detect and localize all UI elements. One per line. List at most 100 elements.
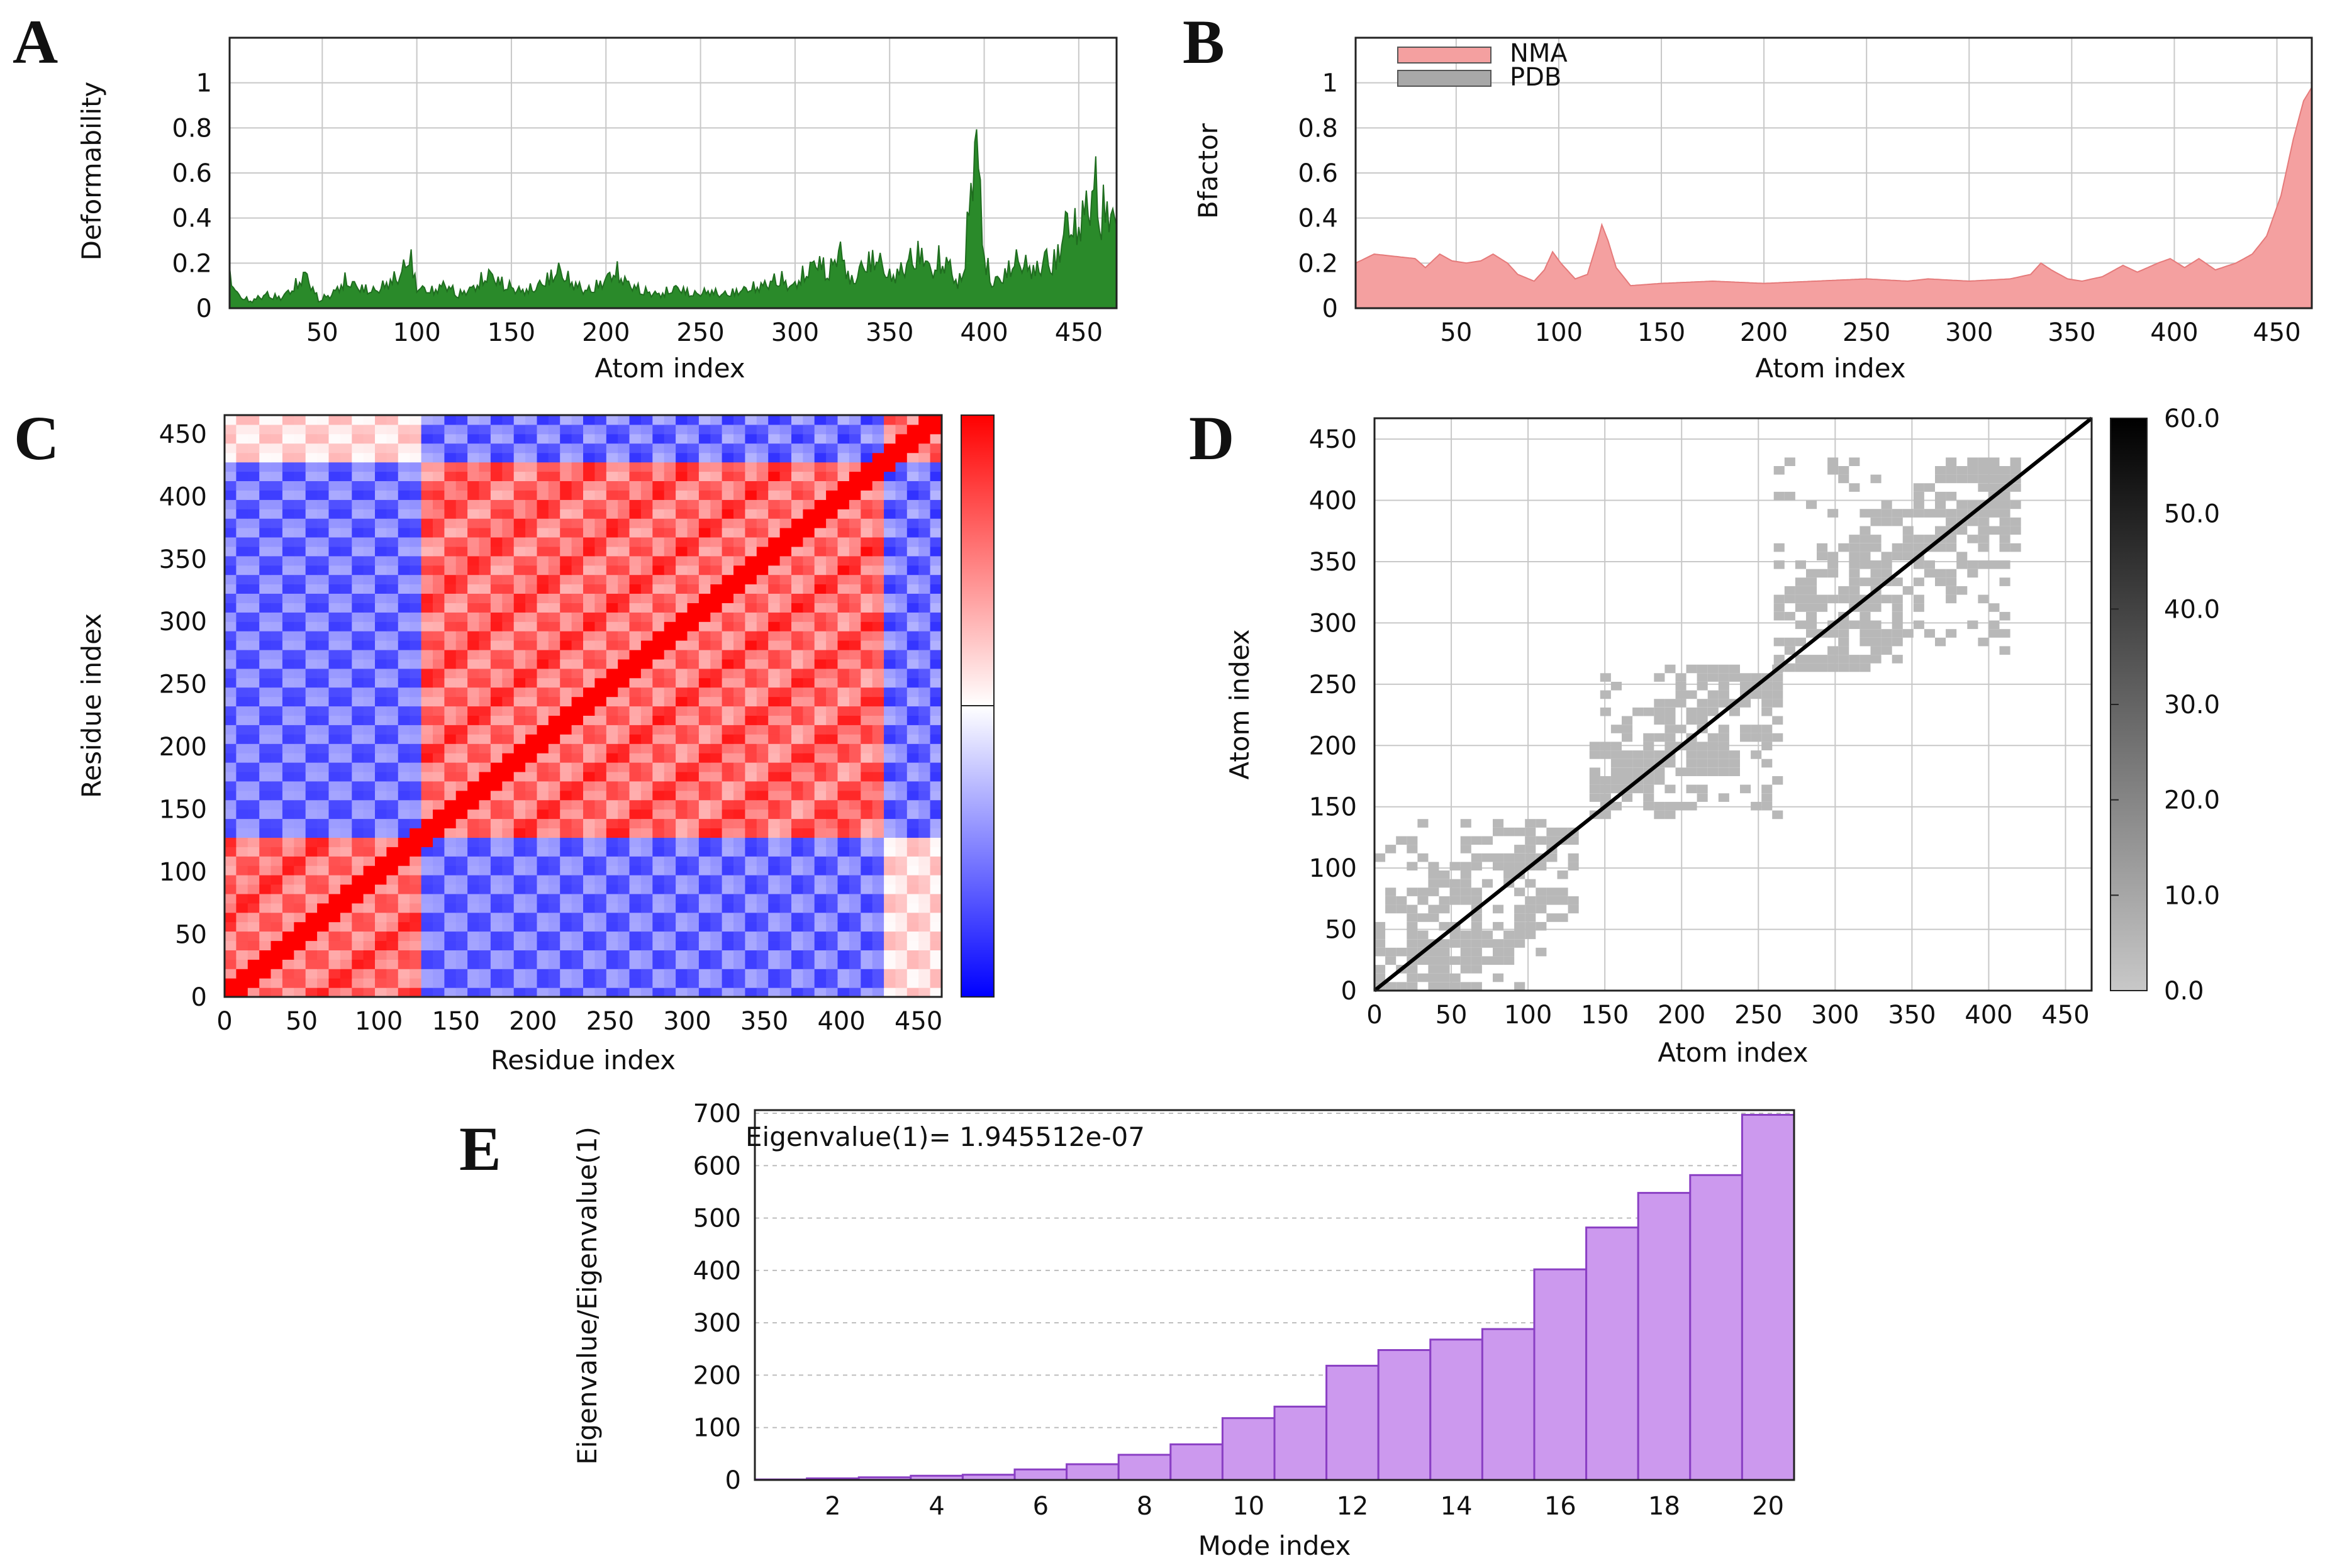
contact-cell (1407, 965, 1418, 974)
contact-cell (1859, 535, 1871, 543)
covariance-cell (421, 509, 433, 519)
contact-cell (1892, 594, 1903, 604)
covariance-cell (525, 969, 538, 979)
covariance-cell (791, 931, 803, 942)
covariance-cell (467, 696, 480, 707)
covariance-cell (294, 640, 306, 650)
covariance-cell (618, 640, 630, 650)
contact-cell (1460, 887, 1471, 896)
covariance-cell (884, 537, 896, 547)
covariance-cell (525, 593, 538, 603)
covariance-cell (340, 940, 352, 950)
covariance-cell (433, 424, 445, 435)
covariance-cell (861, 743, 873, 753)
covariance-cell (583, 762, 595, 772)
covariance-cell (652, 593, 665, 603)
covariance-cell (594, 725, 607, 735)
covariance-cell (270, 790, 283, 801)
covariance-cell (618, 950, 630, 960)
covariance-cell (698, 528, 711, 538)
covariance-cell (814, 650, 827, 660)
covariance-cell (768, 809, 781, 820)
covariance-cell (768, 931, 781, 942)
covariance-cell (386, 865, 399, 876)
covariance-cell (537, 931, 549, 942)
contact-cell (1870, 535, 1882, 543)
covariance-cell (814, 903, 827, 913)
covariance-cell (571, 462, 584, 472)
covariance-cell (687, 659, 700, 669)
covariance-cell (328, 706, 341, 716)
contact-cell (1407, 862, 1418, 870)
covariance-cell (386, 621, 399, 631)
covariance-cell (317, 725, 330, 735)
covariance-cell (791, 847, 803, 857)
covariance-cell (640, 893, 653, 904)
contact-cell (1471, 930, 1482, 940)
covariance-cell (687, 837, 700, 847)
covariance-cell (236, 950, 248, 960)
covariance-cell (317, 809, 330, 820)
covariance-cell (918, 987, 931, 997)
covariance-cell (849, 555, 861, 566)
covariance-cell (918, 687, 931, 698)
covariance-cell (664, 969, 676, 979)
covariance-cell (282, 555, 294, 566)
covariance-cell (225, 706, 237, 716)
covariance-cell (247, 959, 260, 969)
covariance-cell (733, 603, 745, 613)
covariance-cell (629, 415, 642, 425)
covariance-cell (918, 650, 931, 660)
covariance-cell (768, 828, 781, 838)
covariance-cell (571, 771, 584, 782)
covariance-cell (294, 565, 306, 575)
covariance-cell (826, 433, 839, 444)
covariance-cell (652, 969, 665, 979)
covariance-cell (363, 424, 376, 435)
contact-cell (1849, 560, 1860, 569)
panel-a-frame (228, 36, 1118, 309)
covariance-cell (340, 809, 352, 820)
contact-cell (2010, 526, 2021, 535)
covariance-cell (618, 650, 630, 660)
covariance-cell (918, 452, 931, 463)
covariance-cell (421, 452, 433, 463)
covariance-cell (884, 499, 896, 509)
covariance-cell (652, 865, 665, 876)
covariance-cell (640, 528, 653, 538)
covariance-cell (340, 884, 352, 894)
covariance-cell (583, 631, 595, 641)
contact-cell (1784, 663, 1795, 672)
covariance-cell (618, 781, 630, 791)
covariance-cell (270, 959, 283, 969)
covariance-cell (722, 931, 734, 942)
covariance-cell (814, 969, 827, 979)
covariance-cell (294, 931, 306, 942)
covariance-cell (410, 978, 422, 988)
covariance-cell (571, 809, 584, 820)
covariance-cell (259, 978, 272, 988)
covariance-cell (317, 537, 330, 547)
y-tick-label: 250 (159, 670, 207, 699)
covariance-cell (455, 940, 468, 950)
covariance-cell (594, 969, 607, 979)
colorbar-tick-label: 0.0 (2164, 977, 2204, 1006)
covariance-cell (791, 696, 803, 707)
contact-cell (1718, 767, 1729, 776)
covariance-cell (640, 518, 653, 528)
covariance-cell (779, 696, 792, 707)
covariance-cell (745, 471, 757, 481)
covariance-cell (444, 462, 457, 472)
covariance-cell (363, 687, 376, 698)
covariance-cell (479, 424, 491, 435)
covariance-cell (606, 771, 618, 782)
covariance-cell (548, 875, 560, 885)
contact-cell (1999, 577, 2010, 586)
contact-cell (1428, 965, 1439, 974)
covariance-cell (236, 706, 248, 716)
covariance-cell (837, 555, 850, 566)
covariance-cell (305, 856, 318, 866)
covariance-cell (640, 771, 653, 782)
covariance-cell (225, 528, 237, 538)
covariance-cell (225, 950, 237, 960)
